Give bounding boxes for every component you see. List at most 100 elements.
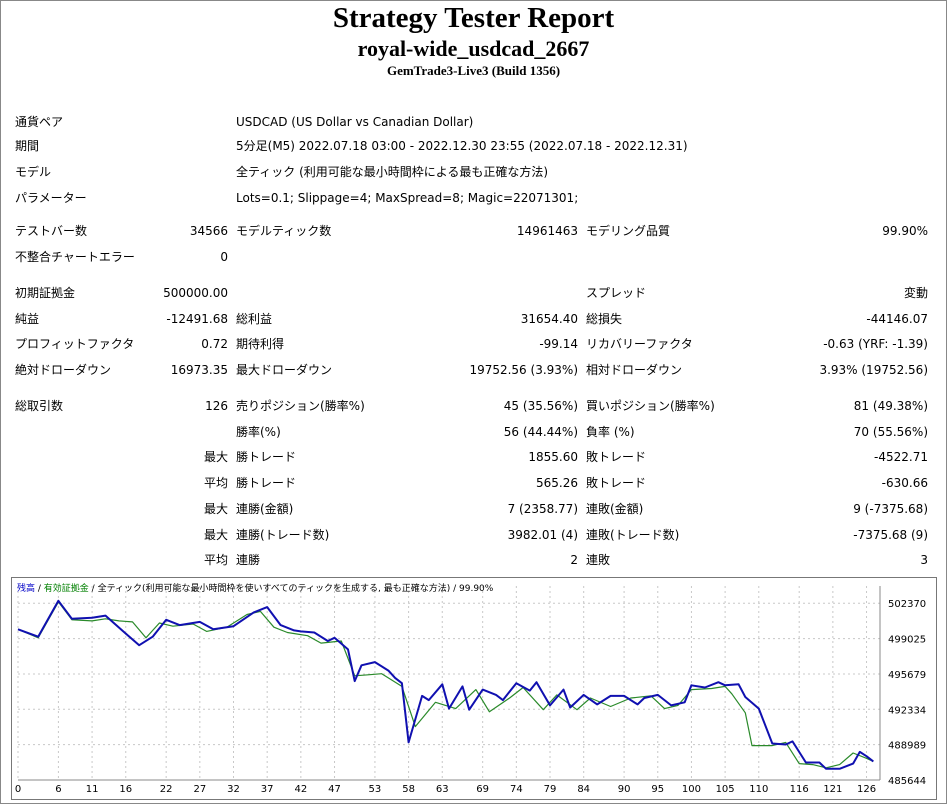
period-value: 5分足(M5) 2022.07.18 03:00 - 2022.12.30 23… (236, 139, 688, 153)
y-tick-label: 488989 (888, 741, 926, 752)
ticks-label: モデルティック数 (236, 224, 332, 238)
legend-quality: 99.90% (459, 584, 494, 594)
avg-cons-loss-label: 連敗 (586, 553, 611, 567)
spread-value: 変動 (903, 286, 928, 300)
legend-separator: / (88, 584, 98, 594)
x-tick-label: 116 (790, 784, 809, 795)
abs-dd-label: 絶対ドローダウン (15, 363, 112, 377)
y-tick-label: 502370 (888, 599, 926, 610)
cons-win-cnt-label: 連勝(トレード数) (236, 528, 330, 542)
trades-label: 総取引数 (15, 399, 64, 413)
long-value: 81 (49.38%) (853, 399, 928, 413)
x-tick-label: 95 (651, 784, 664, 795)
payoff-value: -99.14 (539, 337, 578, 351)
balance-chart: 0 6 11 16 22 27 32 37 42 47 53 58 63 69 74 79 84 90 95 100 1… (11, 577, 937, 800)
largest-win-value: 1855.60 (528, 450, 578, 464)
winrate-label: 勝率(%) (236, 425, 281, 439)
net-value: -12491.68 (166, 312, 228, 326)
x-tick-label: 53 (369, 784, 382, 795)
largest-prefix: 最大 (203, 450, 228, 464)
model-label: モデル (15, 165, 52, 179)
y-tick-label: 495679 (888, 670, 926, 681)
avg-win-value: 565.26 (536, 476, 578, 490)
quality-value: 99.90% (882, 224, 928, 238)
legend-equity: 有効証拠金 (43, 584, 89, 594)
balance-line (17, 599, 874, 770)
chart-legend: 残高 / 有効証拠金 / 全ティック(利用可能な最小時間枠を使いすべてのティック… (17, 581, 493, 594)
legend-model: 全ティック(利用可能な最小時間枠を使いすべてのティックを生成する, 最も正確な方… (97, 584, 451, 594)
y-tick-label: 492334 (888, 705, 926, 716)
ticks-value: 14961463 (516, 224, 578, 238)
x-tick-label: 42 (294, 784, 307, 795)
gross-profit-value: 31654.40 (520, 312, 578, 326)
recovery-label: リカバリーファクタ (586, 337, 693, 351)
report-title: Strategy Tester Report (332, 2, 615, 34)
lossrate-label: 負率 (%) (586, 425, 635, 439)
x-tick-label: 37 (261, 784, 274, 795)
equity-line (17, 601, 874, 769)
cons-win-cnt-value: 3982.01 (4) (507, 528, 578, 542)
cons-loss-amt-label: 連敗(金額) (586, 502, 644, 516)
x-tick-label: 121 (823, 784, 842, 795)
cons-amt-prefix: 最大 (203, 502, 228, 516)
bars-value: 34566 (189, 224, 228, 238)
largest-win-label: 勝トレード (236, 450, 297, 464)
strategy-name: royal-wide_usdcad_2667 (357, 36, 590, 61)
legend-separator: / (450, 584, 460, 594)
balance-chart-svg: 0 6 11 16 22 27 32 37 42 47 53 58 63 69 74 79 84 90 95 100 1… (15, 586, 926, 795)
avg-loss-value: -630.66 (881, 476, 928, 490)
bars-label: テストバー数 (15, 224, 88, 238)
average-prefix: 平均 (203, 476, 228, 490)
x-tick-label: 47 (328, 784, 341, 795)
x-tick-label: 11 (86, 784, 99, 795)
gross-profit-label: 総利益 (236, 312, 273, 326)
pf-value: 0.72 (201, 337, 228, 351)
x-tick-label: 16 (119, 784, 132, 795)
avg-cons-loss-value: 3 (920, 553, 928, 567)
trades-value: 126 (205, 399, 228, 413)
abs-dd-value: 16973.35 (170, 363, 228, 377)
y-tick-label: 499025 (888, 635, 926, 646)
avg-cons-prefix: 平均 (203, 553, 228, 567)
x-tick-label: 32 (227, 784, 240, 795)
x-tick-label: 105 (716, 784, 735, 795)
x-tick-label: 0 (15, 784, 21, 795)
rel-dd-label: 相対ドローダウン (586, 363, 683, 377)
payoff-label: 期待利得 (236, 337, 285, 351)
mismatch-value: 0 (220, 250, 228, 264)
lossrate-value: 70 (55.56%) (853, 425, 928, 439)
gross-loss-label: 総損失 (586, 312, 623, 326)
period-label: 期間 (15, 139, 40, 153)
recovery-value: -0.63 (YRF: -1.39) (823, 337, 928, 351)
y-tick-label: 485644 (888, 776, 926, 787)
quality-label: モデリング品質 (586, 224, 671, 238)
server-build: GemTrade3-Live3 (Build 1356) (386, 63, 561, 78)
model-value: 全ティック (利用可能な最小時間枠による最も正確な方法) (236, 165, 549, 179)
x-tick-label: 100 (682, 784, 701, 795)
short-value: 45 (35.56%) (503, 399, 578, 413)
cons-loss-cnt-value: -7375.68 (9) (853, 528, 928, 542)
x-tick-label: 84 (577, 784, 590, 795)
legend-separator: / (35, 584, 44, 594)
legend-balance: 残高 (17, 584, 36, 594)
winrate-value: 56 (44.44%) (503, 425, 578, 439)
x-tick-label: 90 (618, 784, 631, 795)
largest-loss-value: -4522.71 (874, 450, 928, 464)
cons-cnt-prefix: 最大 (203, 528, 228, 542)
largest-loss-label: 敗トレード (586, 450, 647, 464)
avg-cons-win-value: 2 (570, 553, 578, 567)
cons-loss-cnt-label: 連敗(トレード数) (586, 528, 680, 542)
x-tick-label: 63 (436, 784, 449, 795)
cons-loss-amt-value: 9 (-7375.68) (853, 502, 928, 516)
x-tick-label: 74 (510, 784, 523, 795)
gross-loss-value: -44146.07 (866, 312, 928, 326)
x-tick-label: 6 (55, 784, 61, 795)
cons-win-amt-label: 連勝(金額) (236, 502, 294, 516)
symbol-value: USDCAD (US Dollar vs Canadian Dollar) (236, 115, 474, 129)
cons-win-amt-value: 7 (2358.77) (507, 502, 578, 516)
mismatch-label: 不整合チャートエラー (15, 250, 135, 264)
x-tick-label: 126 (857, 784, 876, 795)
pf-label: プロフィットファクタ (15, 337, 135, 351)
spread-label: スプレッド (586, 286, 647, 300)
x-tick-label: 27 (193, 784, 206, 795)
